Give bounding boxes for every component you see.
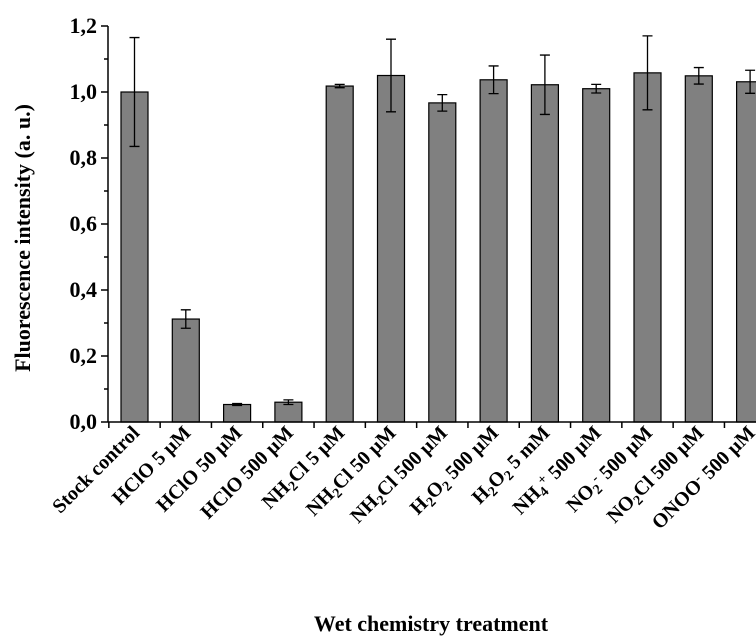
bar-2 [223, 403, 252, 423]
error-bar-12 [745, 69, 756, 94]
bar-6 [428, 102, 457, 423]
x-tick-label: Stock control [48, 422, 144, 518]
error-bar-2 [232, 402, 243, 407]
error-bar-7 [488, 65, 499, 95]
y-tick-label: 1,0 [70, 79, 98, 104]
bar-5 [376, 74, 406, 423]
bar-3 [274, 401, 303, 423]
error-bar-9 [591, 83, 602, 94]
y-tick-label: 1,2 [70, 13, 98, 38]
error-bar-5 [386, 38, 396, 113]
bar-8 [530, 84, 560, 423]
x-axis-title: Wet chemistry treatment [314, 611, 549, 636]
y-tick-label: 0,6 [70, 211, 98, 236]
y-axis-title: Fluorescence intensity (a. u.) [10, 104, 35, 372]
bar-9 [582, 88, 611, 423]
error-bars-layer [129, 35, 756, 407]
bar-1 [171, 318, 200, 423]
bar-7 [479, 79, 508, 423]
error-bar-8 [539, 54, 550, 116]
error-bar-1 [180, 309, 191, 329]
bar-11 [684, 75, 713, 423]
error-bar-0 [129, 36, 140, 148]
error-bar-10 [642, 35, 653, 111]
x-tick-label: HClO 500 µM [196, 422, 298, 524]
bar-4 [325, 85, 354, 423]
y-tick-label: 0,0 [70, 409, 98, 434]
y-ticks-layer: 0,0 0,2 0,4 0,6 0,8 1,0 1,2 [70, 13, 108, 434]
y-tick-label: 0,2 [70, 343, 98, 368]
error-bar-3 [283, 399, 294, 406]
x-tick-label: NH2Cl 500 µM [346, 422, 454, 530]
y-tick-label: 0,4 [70, 277, 98, 302]
error-bar-4 [334, 83, 345, 89]
bars-layer [120, 72, 756, 423]
error-bar-11 [693, 66, 704, 85]
y-tick-label: 0,8 [70, 145, 98, 170]
error-bar-6 [437, 93, 448, 112]
bar-12 [735, 81, 756, 423]
bar-10 [633, 72, 662, 423]
